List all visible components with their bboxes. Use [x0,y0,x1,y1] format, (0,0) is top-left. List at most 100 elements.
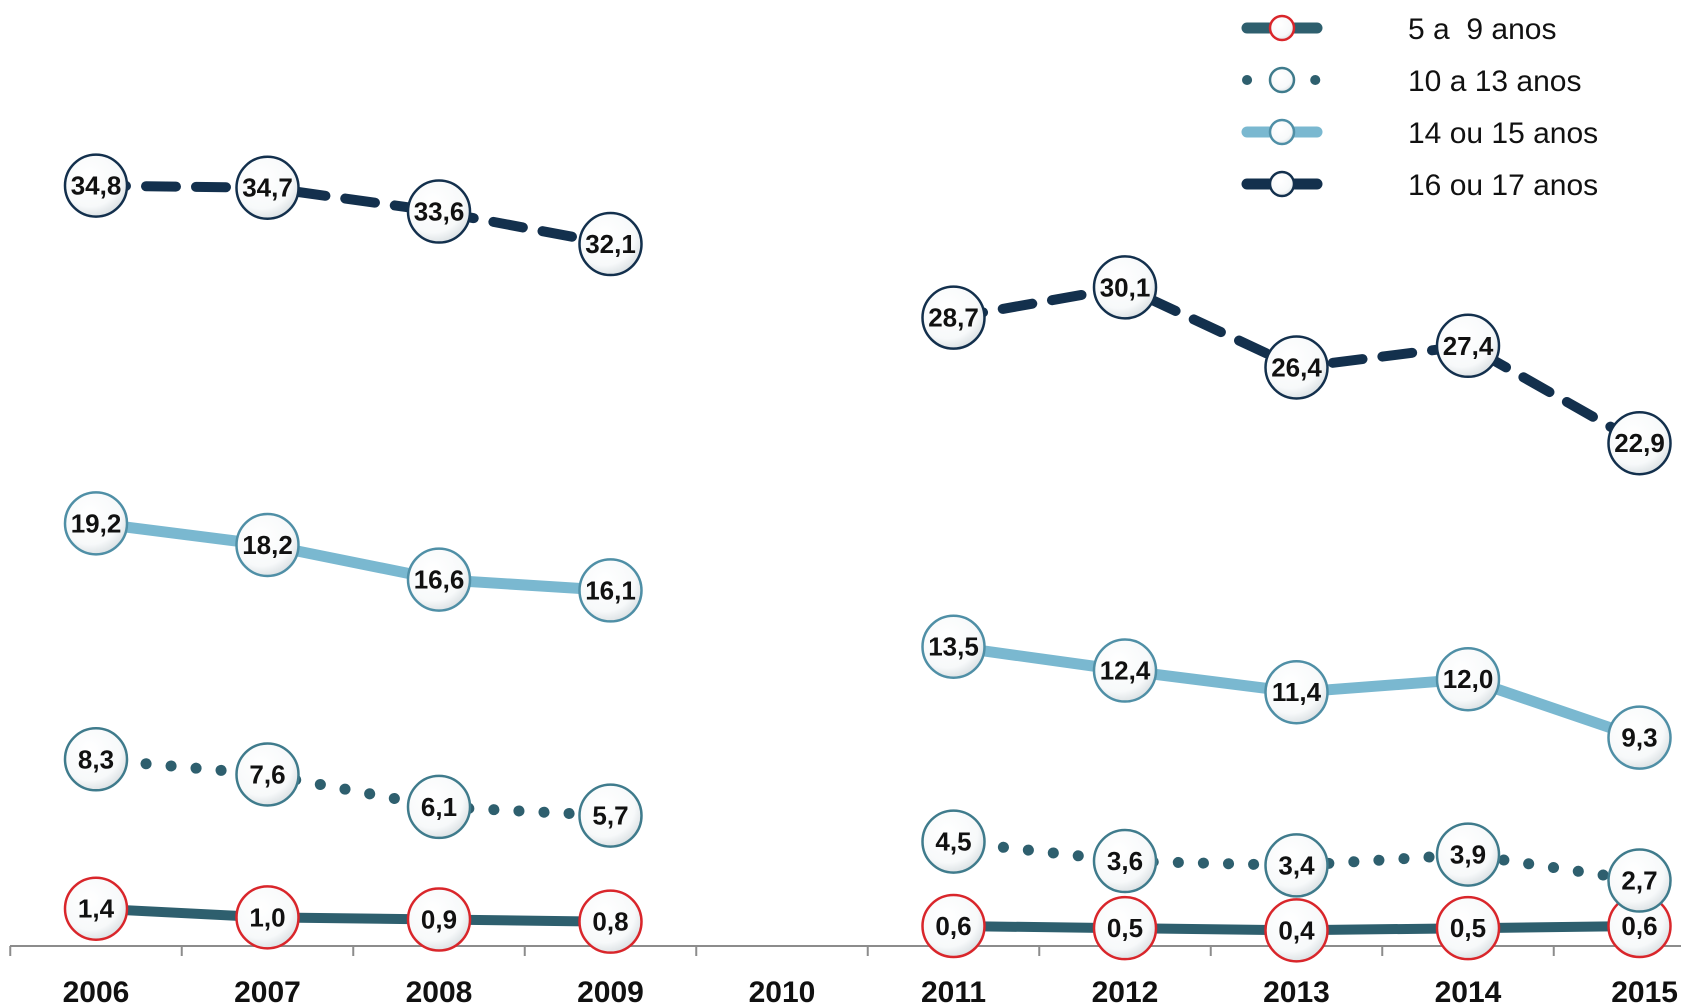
data-point: 18,2 [235,512,300,578]
data-point-marker [1607,705,1672,770]
legend-item: 10 a 13 anos [1242,65,1581,98]
data-point-marker [1092,895,1158,961]
legend-item: 16 ou 17 anos [1241,169,1598,202]
legend-swatch-marker [1268,66,1296,94]
data-point: 9,3 [1607,705,1672,770]
data-point: 3,9 [1435,822,1501,887]
data-point: 8,3 [63,727,129,792]
data-point: 1,4 [63,876,129,941]
x-axis: 2006 2007 2008 2009 2010 2011 2012 2013 2014 2015 [9,945,1681,1008]
data-label: 1,4 [78,894,115,924]
data-point: 12,0 [1435,646,1501,712]
data-label: 16,1 [585,575,636,605]
data-point-marker [578,889,643,954]
data-point: 32,1 [578,211,643,277]
legend-swatch-marker [1268,14,1296,42]
data-point: 16,6 [406,547,472,612]
data-point-marker [63,153,129,218]
series-4 [91,180,1645,449]
legend-swatch-marker [1268,118,1296,146]
data-label: 0,4 [1278,915,1315,945]
data-label: 0,5 [1450,913,1486,943]
data-label: 0,6 [1621,911,1657,941]
data-point-marker [578,211,643,277]
data-label: 13,5 [928,632,979,662]
data-point: 7,6 [235,742,300,807]
data-point: 0,5 [1435,895,1501,961]
data-point: 12,4 [1092,638,1158,703]
data-point: 1,0 [235,885,300,950]
data-point: 13,5 [921,614,986,679]
data-point: 28,7 [921,285,986,350]
x-tick-label: 2007 [234,976,301,1008]
data-point-marker [1092,255,1158,320]
data-label: 0,5 [1107,913,1143,943]
series-line [90,753,616,822]
data-point-marker [1435,822,1501,887]
data-point-marker [63,876,129,941]
data-label: 4,5 [935,827,971,857]
series-3-points: 19,2 18,2 16,6 16,1 13,5 12,4 11,4 12,0 9,3 [63,491,1672,770]
data-point: 3,4 [1264,833,1329,898]
x-tick-label: 2010 [749,976,816,1008]
data-label: 22,9 [1614,428,1665,458]
data-point-marker [578,783,643,848]
data-label: 12,4 [1100,656,1151,686]
data-point-marker [1607,848,1672,913]
data-point: 33,6 [406,179,472,244]
legend-label: 10 a 13 anos [1408,65,1581,98]
data-label: 9,3 [1621,723,1657,753]
data-point-marker [235,742,300,807]
x-tick-label: 2015 [1611,976,1678,1008]
data-point: 27,4 [1435,313,1501,379]
data-label: 3,9 [1450,840,1486,870]
x-tick-label: 2014 [1435,976,1502,1008]
data-label: 0,9 [421,905,457,935]
x-tick-label: 2008 [406,976,473,1008]
series-line [948,836,1645,886]
data-label: 19,2 [71,508,122,538]
data-point-marker [406,547,472,612]
data-label: 26,4 [1271,352,1322,382]
data-point-marker [63,491,129,556]
data-point: 26,4 [1264,335,1329,400]
data-label: 18,2 [242,530,293,560]
data-point-marker [235,155,300,220]
data-point: 6,1 [406,774,472,840]
data-label: 30,1 [1100,272,1151,302]
x-tick-label: 2012 [1092,976,1159,1008]
data-label: 3,6 [1107,846,1143,876]
data-label: 3,4 [1278,850,1315,880]
data-point: 22,9 [1607,410,1672,476]
data-point: 0,5 [1092,895,1158,961]
legend-item: 14 ou 15 anos [1241,117,1598,150]
x-tick-label: 2009 [577,976,644,1008]
legend: 5 a 9 anos 10 a 13 anos 14 ou 15 anos 16 ou… [1241,13,1598,202]
data-label: 5,7 [592,801,628,831]
data-point: 0,4 [1264,898,1329,963]
data-point-marker [921,809,986,874]
data-point: 16,1 [578,558,643,623]
data-label: 0,6 [935,911,971,941]
data-point-marker [1092,638,1158,703]
data-label: 16,6 [414,565,465,595]
data-point-marker [406,179,472,244]
data-label: 12,0 [1443,664,1494,694]
data-point-marker [921,614,986,679]
series-line [90,517,616,596]
data-point: 2,7 [1607,848,1672,913]
data-label: 1,0 [249,902,285,932]
data-label: 27,4 [1443,331,1494,361]
data-point-marker [1264,335,1329,400]
series-2-points: 8,3 7,6 6,1 5,7 4,5 3,6 3,4 3,9 2,7 [63,727,1672,913]
data-point-marker [1264,898,1329,963]
series-line [91,180,616,249]
series-lines [90,180,1645,936]
data-point: 0,9 [406,887,472,952]
data-point-marker [1092,828,1158,894]
series-1 [91,903,1645,936]
series-line [91,903,616,927]
data-point: 3,6 [1092,828,1158,894]
legend-item: 5 a 9 anos [1241,13,1556,46]
